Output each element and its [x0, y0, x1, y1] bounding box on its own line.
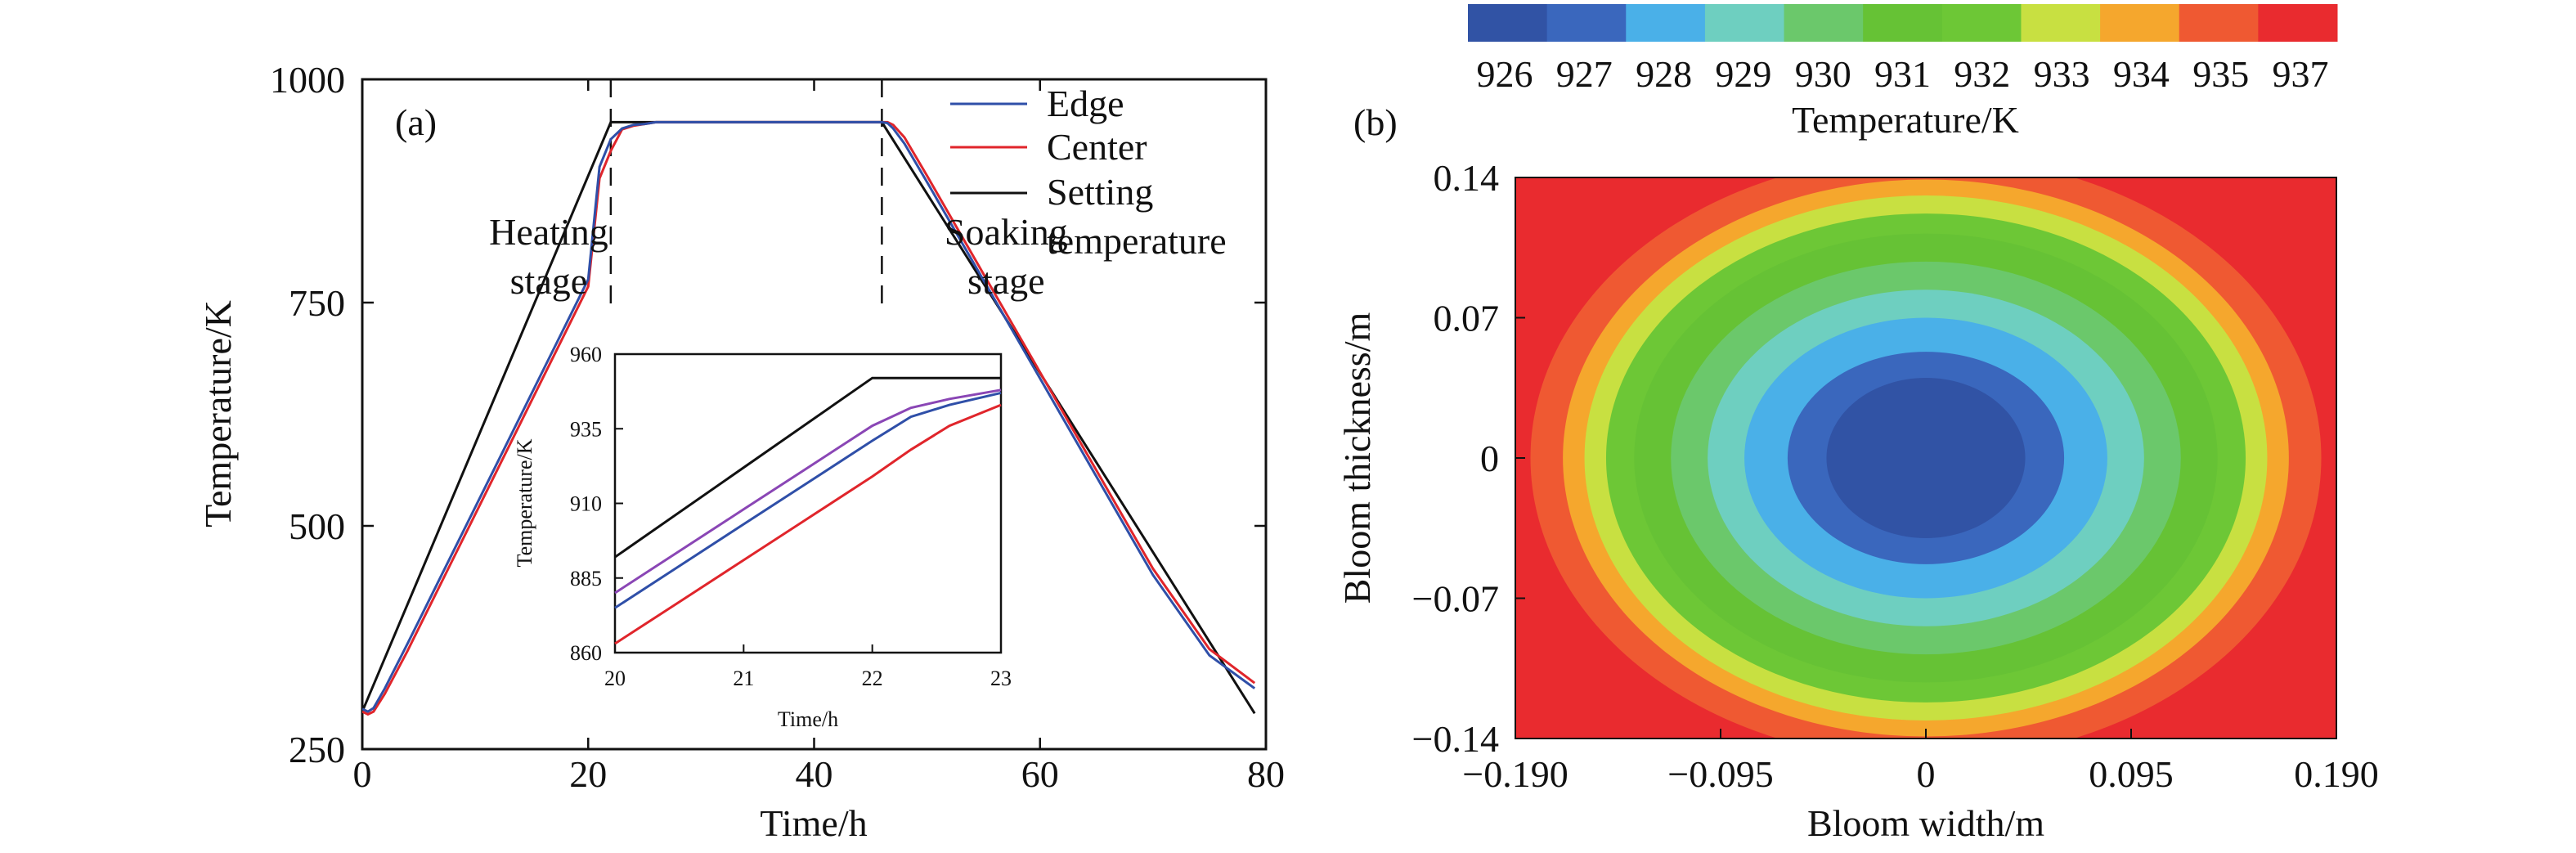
- colorbar-tick-label: 926: [1477, 53, 1533, 95]
- colorbar-tick-label: 930: [1795, 53, 1851, 95]
- colorbar-segment-10: [2258, 4, 2338, 42]
- series-line-edge: [362, 120, 1256, 713]
- stage-divider-lines: [609, 79, 883, 311]
- panel-b-x-axis-label: Bloom width/m: [1807, 802, 2044, 844]
- colorbar-tick-label: 932: [1954, 53, 2010, 95]
- panel-a-inset: 20 21 22 23 860 885 910 935 960 Time/h Temperatu…: [513, 343, 1012, 731]
- inset-y-axis-label: Temperature/K: [513, 438, 536, 567]
- panel-a-axis-ticks: 0 20 40 60 80 250 500 750 1000: [270, 59, 1285, 795]
- inset-y-tick-label: 960: [570, 343, 602, 366]
- y-tick-label: 750: [289, 282, 345, 324]
- inset-x-tick-label: 20: [604, 667, 626, 690]
- b-x-tick-label: 0: [1917, 753, 1936, 795]
- legend-label-center: Center: [1047, 126, 1147, 168]
- panel-a-series: [362, 120, 1256, 716]
- inset-axis-ticks: 20 21 22 23 860 885 910 935 960: [570, 343, 1012, 690]
- contour-band-926: [1826, 378, 2026, 538]
- inset-x-tick-label: 21: [733, 667, 754, 690]
- b-x-tick-label: 0.190: [2294, 753, 2379, 795]
- x-tick-label: 40: [796, 753, 833, 795]
- inset-x-tick-label: 22: [862, 667, 883, 690]
- b-x-tick-label: 0.095: [2089, 753, 2174, 795]
- inset-series-line-3: [614, 403, 1002, 645]
- inset-series-line-0: [614, 376, 1001, 559]
- inset-y-tick-label: 935: [570, 417, 602, 441]
- stage-annotation-1: Soaking stage: [945, 211, 1068, 302]
- inset-series: [614, 376, 1002, 645]
- panel-a-legend: Edge Center Setting temperature: [950, 83, 1227, 262]
- colorbar-label: Temperature/K: [1792, 99, 2019, 141]
- b-y-tick-label: 0: [1480, 438, 1499, 479]
- legend-label-setting: Setting temperature: [1047, 171, 1227, 262]
- panel-b-temperature-contour: (b) −0.190 −0.095 0 0.095 0.190 −0.14 −0.07 0 0.…: [1336, 4, 2379, 844]
- colorbar-segment-2: [1626, 4, 1706, 42]
- inset-series-line-1: [614, 388, 1002, 595]
- inset-y-tick-label: 910: [570, 492, 602, 516]
- inset-y-tick-label: 885: [570, 567, 602, 590]
- colorbar-tick-label: 935: [2192, 53, 2249, 95]
- inset-y-tick-label: 860: [570, 641, 602, 665]
- x-tick-label: 80: [1247, 753, 1285, 795]
- colorbar-segment-1: [1546, 4, 1627, 42]
- x-tick-label: 20: [569, 753, 607, 795]
- b-y-tick-label: 0.14: [1434, 157, 1500, 199]
- colorbar-segment-0: [1468, 4, 1548, 42]
- y-tick-label: 500: [289, 505, 345, 547]
- legend-label-edge: Edge: [1047, 83, 1124, 124]
- colorbar-segment-9: [2179, 4, 2259, 42]
- b-x-tick-label: −0.190: [1462, 753, 1568, 795]
- stage-annotation-0: Heating stage: [489, 211, 608, 302]
- panel-a-y-axis-label: Temperature/K: [197, 300, 239, 528]
- colorbar-segment-6: [1941, 4, 2022, 42]
- colorbar-tick-label: 927: [1556, 53, 1613, 95]
- b-y-tick-label: −0.07: [1412, 578, 1499, 620]
- y-tick-label: 250: [289, 729, 345, 770]
- panel-a-temperature-history: (a) 0 20 40 60 80 250 500 750 1000 Heating stage S…: [197, 59, 1779, 844]
- b-y-tick-label: −0.14: [1412, 718, 1499, 760]
- panel-a-x-axis-label: Time/h: [760, 802, 867, 844]
- panel-b-y-axis-label: Bloom thickness/m: [1336, 312, 1378, 604]
- colorbar-tick-label: 929: [1715, 53, 1771, 95]
- panel-a-label: (a): [395, 101, 437, 143]
- inset-plot-frame: [613, 352, 1003, 654]
- x-tick-label: 60: [1021, 753, 1059, 795]
- b-x-tick-label: −0.095: [1667, 753, 1773, 795]
- inset-x-tick-label: 23: [990, 667, 1012, 690]
- panel-b-label: (b): [1353, 101, 1398, 143]
- colorbar-tick-label: 934: [2113, 53, 2170, 95]
- colorbar: 926 927 928 929 930 931 932 933 934 935 937: [1468, 4, 2338, 95]
- colorbar-segment-4: [1784, 4, 1864, 42]
- colorbar-tick-label: 931: [1874, 53, 1931, 95]
- y-tick-label: 1000: [270, 59, 345, 101]
- contour-map: [1515, 177, 2336, 739]
- x-tick-label: 0: [353, 753, 372, 795]
- colorbar-segment-7: [2021, 4, 2101, 42]
- colorbar-segment-5: [1863, 4, 1943, 42]
- inset-series-line-2: [614, 391, 1002, 609]
- colorbar-segment-3: [1704, 4, 1785, 42]
- panel-b-axis-ticks: −0.190 −0.095 0 0.095 0.190 −0.14 −0.07 0 0.07 0.…: [1412, 157, 2379, 795]
- colorbar-tick-label: 937: [2273, 53, 2329, 95]
- colorbar-segment-8: [2100, 4, 2180, 42]
- colorbar-tick-label: 933: [2034, 53, 2090, 95]
- colorbar-tick-label: 928: [1636, 53, 1692, 95]
- b-y-tick-label: 0.07: [1434, 298, 1500, 339]
- inset-x-axis-label: Time/h: [778, 707, 838, 731]
